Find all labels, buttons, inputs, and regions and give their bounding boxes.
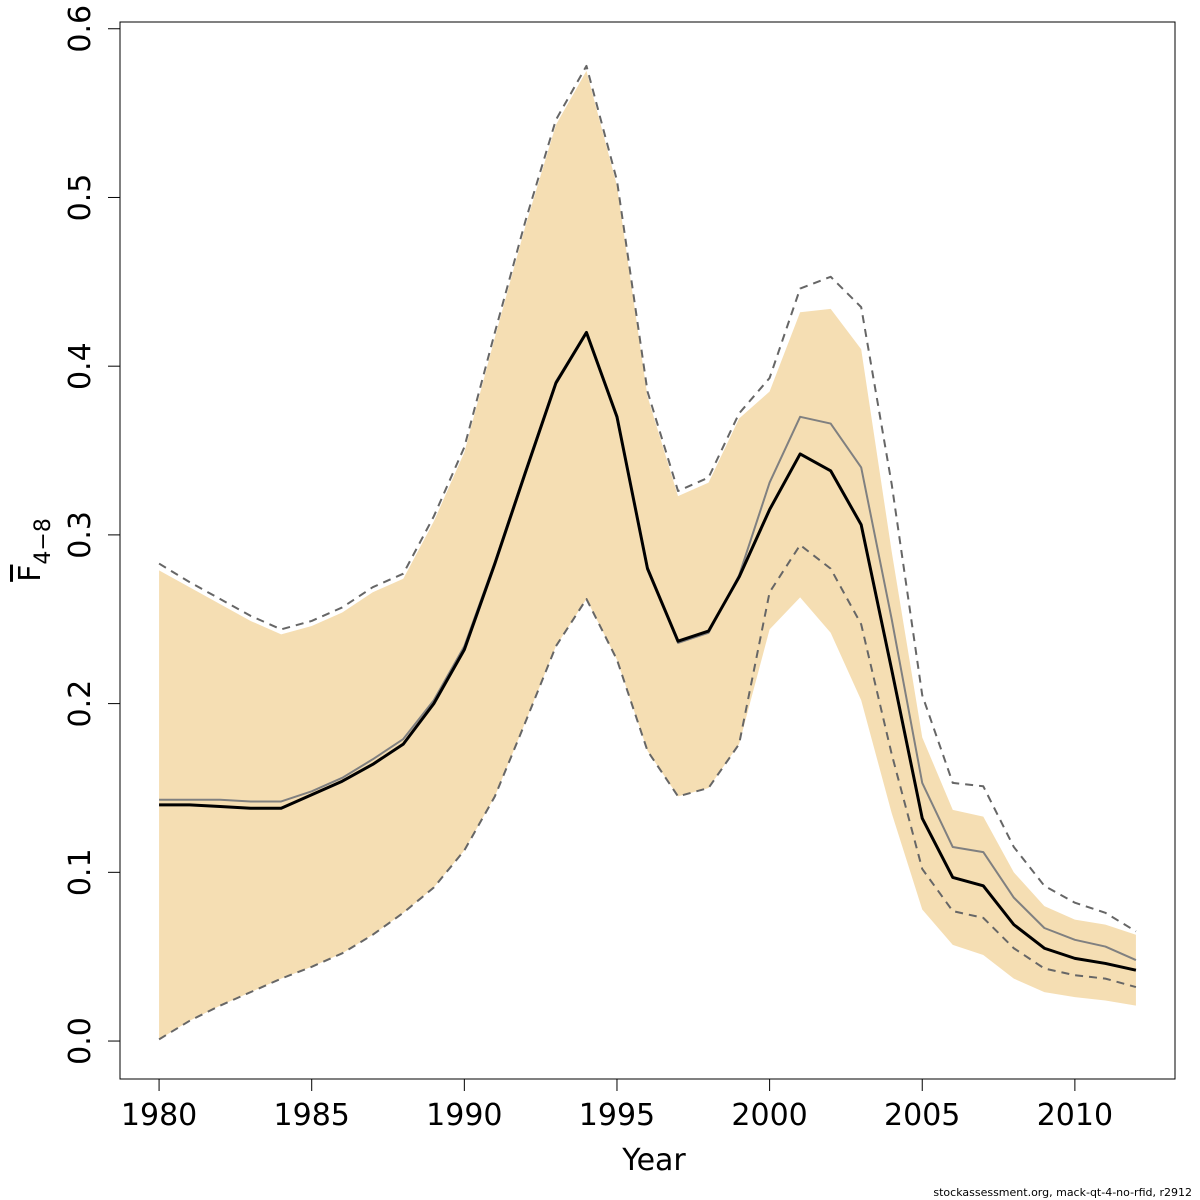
x-tick-label: 2010 <box>1037 1098 1113 1133</box>
y-tick-label-group: 0.4 <box>63 342 98 390</box>
x-tick-label: 1995 <box>579 1098 655 1133</box>
y-tick-label: 0.0 <box>63 1017 98 1065</box>
footnote: stockassessment.org, mack-qt-4-no-rfid, … <box>933 1186 1192 1199</box>
y-tick-label: 0.3 <box>63 511 98 559</box>
y-tick-label: 0.6 <box>63 5 98 53</box>
y-tick-label-group: 0.6 <box>63 5 98 53</box>
y-tick-label-group: 0.2 <box>63 680 98 728</box>
x-tick-label: 2005 <box>884 1098 960 1133</box>
y-tick-label: 0.4 <box>63 342 98 390</box>
x-axis-label: Year <box>621 1143 686 1178</box>
y-tick-label-group: 0.1 <box>63 848 98 896</box>
x-tick-label: 1990 <box>426 1098 502 1133</box>
dashed-line <box>158 544 1137 1041</box>
x-tick-label: 1985 <box>274 1098 350 1133</box>
y-tick-label: 0.2 <box>63 680 98 728</box>
y-tick-label: 0.1 <box>63 848 98 896</box>
line <box>159 330 1137 972</box>
confidence-band <box>159 70 1136 1040</box>
y-tick-label-group: 0.5 <box>63 174 98 222</box>
y-tick-label-group: 0.3 <box>63 511 98 559</box>
y-tick-label: 0.5 <box>63 174 98 222</box>
x-tick-label: 2000 <box>731 1098 807 1133</box>
y-label-letter: F <box>13 565 48 582</box>
dashed-line <box>158 64 1137 933</box>
y-label-main: F4−8 <box>13 518 56 582</box>
x-tick-label: 1980 <box>121 1098 197 1133</box>
y-axis-label: F4−8 <box>13 518 56 582</box>
y-tick-label-group: 0.0 <box>63 1017 98 1065</box>
y-label-subscript: 4−8 <box>31 518 56 564</box>
